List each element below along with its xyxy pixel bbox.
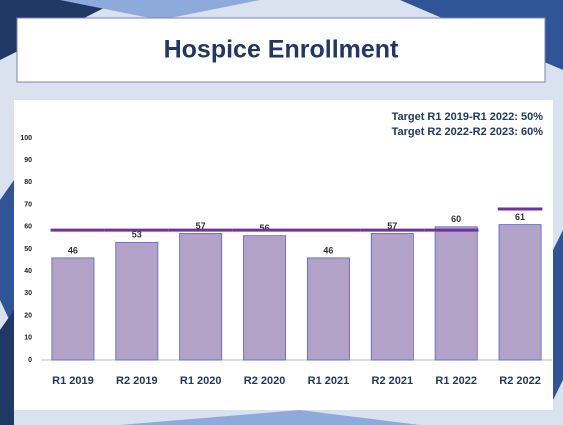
decoration xyxy=(553,230,563,400)
x-tick-label: R1 2022 xyxy=(435,375,477,387)
bar xyxy=(370,233,414,361)
bar xyxy=(51,257,95,361)
value-label: 46 xyxy=(323,245,333,255)
y-tick-label: 70 xyxy=(24,201,32,208)
annotation: Target R1 2019-R1 2022: 50% xyxy=(392,111,544,123)
decoration xyxy=(60,0,260,20)
bar xyxy=(243,235,287,361)
bar xyxy=(115,241,159,361)
x-tick-label: R2 2020 xyxy=(244,375,286,387)
x-tick-label: R2 2021 xyxy=(372,375,414,387)
value-label: 57 xyxy=(387,221,397,231)
x-tick-label: R1 2020 xyxy=(180,375,222,387)
x-tick-label: R1 2021 xyxy=(308,375,350,387)
bar xyxy=(498,224,542,361)
bar xyxy=(179,233,223,361)
x-tick-label: R2 2022 xyxy=(499,375,541,387)
y-tick-label: 80 xyxy=(24,179,32,186)
decoration xyxy=(0,310,14,425)
annotation: Target R2 2022-R2 2023: 60% xyxy=(392,126,544,138)
y-tick-label: 30 xyxy=(24,290,32,297)
value-label: 61 xyxy=(515,212,525,222)
y-tick-label: 60 xyxy=(24,224,32,231)
x-tick-label: R1 2019 xyxy=(52,375,94,387)
value-label: 60 xyxy=(451,214,461,224)
bar xyxy=(306,257,350,361)
decoration xyxy=(0,180,14,330)
y-tick-label: 100 xyxy=(20,135,32,142)
x-tick-label: R2 2019 xyxy=(116,375,158,387)
decoration xyxy=(120,410,420,425)
y-tick-label: 0 xyxy=(28,357,32,364)
y-tick-label: 40 xyxy=(24,268,32,275)
value-label: 57 xyxy=(196,221,206,231)
value-label: 46 xyxy=(68,245,78,255)
y-tick-label: 10 xyxy=(24,335,32,342)
chart-title: Hospice Enrollment xyxy=(164,36,399,64)
bar xyxy=(434,226,478,361)
title-box xyxy=(16,17,546,83)
value-label: 53 xyxy=(132,230,142,240)
value-label: 56 xyxy=(260,223,270,233)
y-tick-label: 50 xyxy=(24,246,32,253)
y-tick-label: 20 xyxy=(24,312,32,319)
y-tick-label: 90 xyxy=(24,157,32,164)
